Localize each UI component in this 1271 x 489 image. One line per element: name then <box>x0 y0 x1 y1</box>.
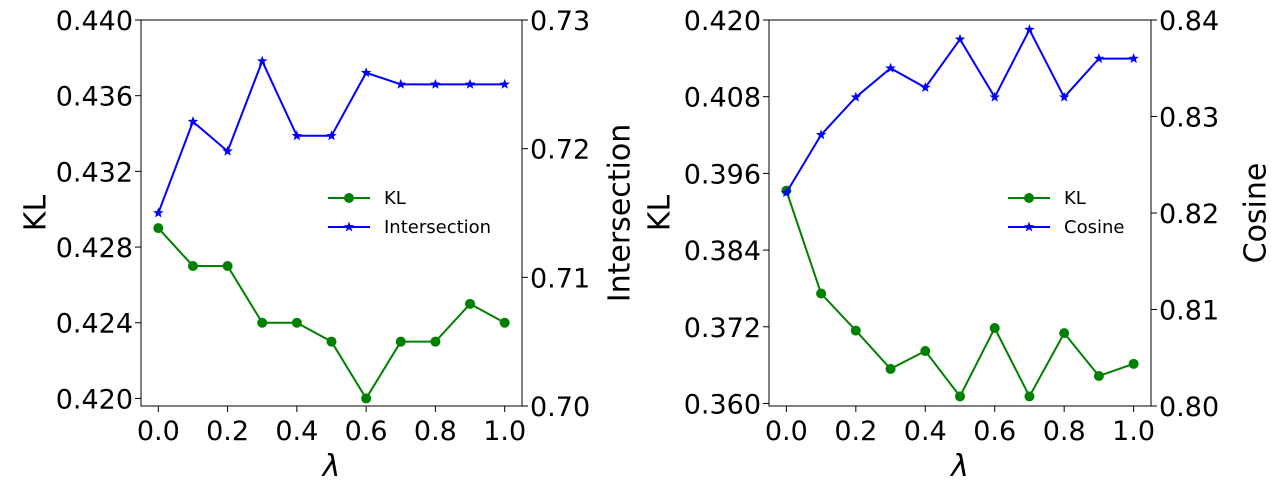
left-y-axis-label: KL <box>19 195 54 232</box>
legend-marker <box>343 221 355 232</box>
data-point-kl <box>1059 328 1070 339</box>
axes-frame <box>140 19 523 407</box>
right-y-axis-label: Cosine <box>1239 163 1271 264</box>
data-point-cosine <box>954 33 966 44</box>
data-point-intersection <box>153 207 164 218</box>
data-point-intersection <box>291 130 303 141</box>
legend-marker <box>344 193 354 203</box>
right-y-tick-label: 0.84 <box>1159 6 1219 37</box>
x-tick-label: 0.2 <box>206 416 249 447</box>
legend: KL Cosine <box>1008 188 1124 238</box>
x-tick-label: 0.8 <box>1043 416 1086 447</box>
data-point-intersection <box>430 78 441 89</box>
data-point-kl <box>291 317 302 328</box>
data-point-kl <box>1093 370 1104 381</box>
data-point-intersection <box>360 67 372 78</box>
left-y-tick-label: 0.384 <box>684 236 761 267</box>
data-point-cosine <box>920 82 931 92</box>
data-point-cosine <box>1128 53 1139 64</box>
x-axis-label: λ <box>949 449 969 484</box>
legend-marker <box>1024 193 1034 203</box>
x-tick-label: 0.0 <box>765 416 808 447</box>
data-point-kl <box>989 323 1000 334</box>
right-y-tick-label: 0.80 <box>1159 392 1219 423</box>
x-tick-label: 0.8 <box>414 416 457 447</box>
left-y-tick-label: 0.372 <box>684 313 761 344</box>
left-y-tick-label: 0.408 <box>684 83 761 114</box>
data-point-cosine <box>1058 91 1070 102</box>
x-tick-label: 0.4 <box>275 416 318 447</box>
right-y-axis-label: Intersection <box>603 124 638 302</box>
data-point-kl <box>885 363 896 374</box>
left-y-tick-label: 0.360 <box>684 389 761 420</box>
data-point-intersection <box>499 78 510 89</box>
legend: KL Intersection <box>328 188 491 238</box>
legend-label: Intersection <box>384 217 491 238</box>
data-point-kl <box>1128 358 1139 369</box>
data-point-kl <box>222 260 233 271</box>
data-point-kl <box>153 223 164 234</box>
right-y-tick-label: 0.72 <box>530 135 590 166</box>
x-tick-label: 0.6 <box>345 416 388 447</box>
right-y-tick-label: 0.82 <box>1159 199 1219 230</box>
left-y-axis-label: KL <box>643 195 678 232</box>
data-point-kl <box>850 325 861 336</box>
data-point-cosine <box>885 62 896 73</box>
right-y-tick-label: 0.71 <box>530 263 590 294</box>
chart-2: 0.0 0.2 0.4 0.6 0.8 1.0 λ 0.360 0.372 0.384 0.396 0… <box>643 6 1271 484</box>
right-y-tick-label: 0.73 <box>530 6 590 37</box>
x-tick-label: 0.6 <box>973 416 1016 447</box>
data-point-kl <box>326 336 337 347</box>
x-tick-label: 0.2 <box>834 416 877 447</box>
data-point-intersection <box>187 116 199 127</box>
data-point-intersection <box>326 130 337 141</box>
x-tick-label: 1.0 <box>1112 416 1155 447</box>
x-axis-label: λ <box>321 449 341 484</box>
right-y-tick-label: 0.70 <box>530 392 590 423</box>
legend-label: Cosine <box>1064 217 1124 238</box>
data-point-cosine <box>1093 53 1105 64</box>
x-tick-label: 0.0 <box>137 416 180 447</box>
legend-label: KL <box>384 188 406 209</box>
left-y-tick-label: 0.420 <box>56 384 133 415</box>
data-point-cosine <box>781 187 792 198</box>
data-point-cosine <box>989 91 1000 102</box>
data-point-kl <box>816 288 827 299</box>
data-point-cosine <box>1024 24 1035 35</box>
data-point-kl <box>361 393 372 404</box>
data-point-cosine <box>815 129 827 140</box>
left-y-tick-label: 0.428 <box>56 233 133 264</box>
data-point-kl <box>395 336 406 347</box>
chart-1: 0.0 0.2 0.4 0.6 0.8 1.0 λ 0.420 0.424 0.428 0.432 0… <box>19 6 638 484</box>
data-point-kl <box>920 346 931 357</box>
data-point-intersection <box>257 55 268 66</box>
data-point-kl <box>1024 391 1035 402</box>
left-y-tick-label: 0.424 <box>56 309 133 340</box>
right-y-tick-label: 0.83 <box>1159 103 1219 134</box>
data-point-kl <box>499 317 510 328</box>
x-tick-label: 1.0 <box>483 416 526 447</box>
data-point-kl <box>465 298 476 309</box>
left-y-tick-label: 0.432 <box>56 157 133 188</box>
left-y-tick-label: 0.420 <box>684 6 761 37</box>
data-point-intersection <box>395 78 406 89</box>
right-y-tick-label: 0.81 <box>1159 296 1219 327</box>
left-y-tick-label: 0.436 <box>56 82 133 113</box>
data-point-kl <box>257 317 268 328</box>
legend-marker <box>1023 221 1035 232</box>
data-point-cosine <box>850 91 862 102</box>
data-point-intersection <box>464 78 476 89</box>
left-y-tick-label: 0.396 <box>684 159 761 190</box>
data-point-kl <box>187 260 198 271</box>
data-point-intersection <box>222 145 233 156</box>
left-y-tick-label: 0.440 <box>56 6 133 37</box>
legend-label: KL <box>1064 188 1086 209</box>
x-tick-label: 0.4 <box>904 416 947 447</box>
data-point-kl <box>955 391 965 402</box>
data-point-kl <box>430 336 441 347</box>
